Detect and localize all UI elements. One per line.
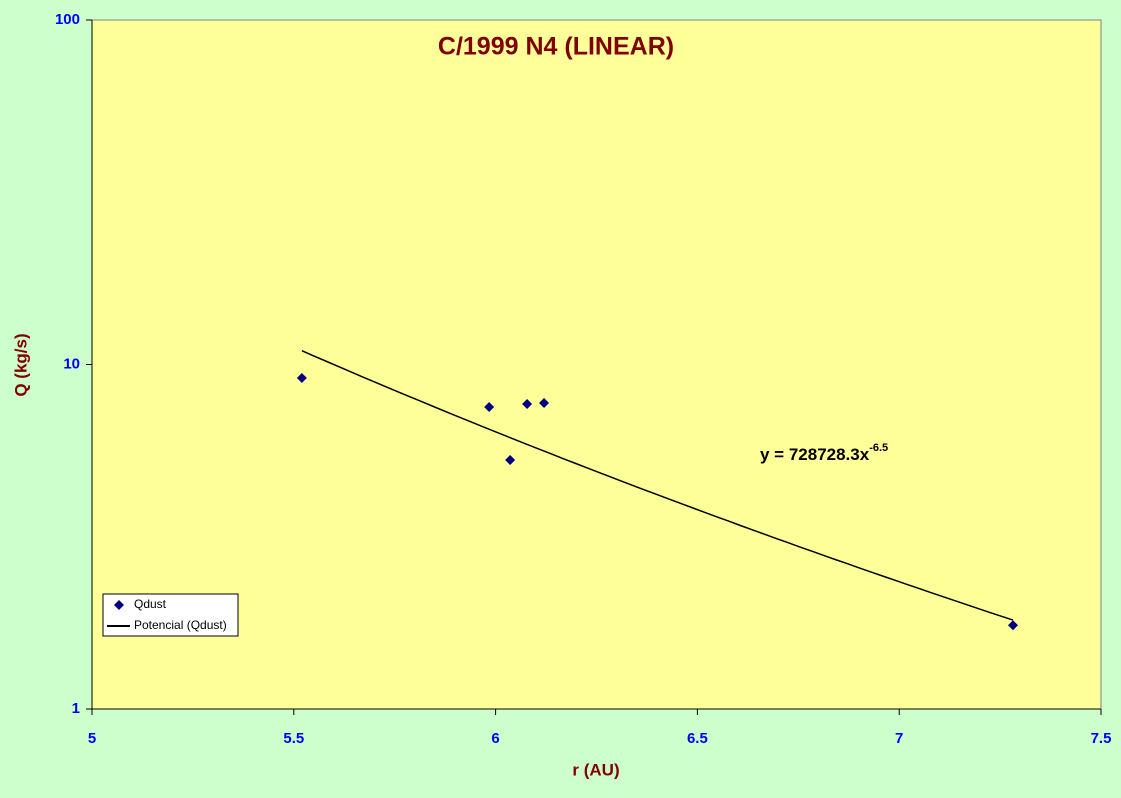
y-tick-label: 100 [55,11,80,28]
x-tick-label: 5.5 [283,730,304,747]
y-tick-label: 1 [72,700,80,717]
data-point [296,372,307,383]
y-tick-label: 10 [63,355,80,372]
legend-label: Qdust [134,597,167,611]
x-tick-label: 6.5 [687,730,708,747]
data-point [484,401,495,412]
data-point [539,398,550,409]
legend: Qdust Potencial (Qdust) [102,593,239,637]
plot-area [91,19,1102,710]
equation-text: y = 728728.3x [760,445,870,464]
equation-exponent: -6.5 [869,442,888,454]
y-axis-label: Q (kg/s) [11,333,30,396]
x-tick-label: 7 [895,730,903,747]
trendline [301,350,1014,621]
data-point [1008,620,1019,631]
x-axis-label: r (AU) [572,760,619,779]
legend-marker [114,600,124,610]
data-point [505,455,516,466]
x-tick-label: 6 [491,730,499,747]
x-tick-label: 5 [88,730,96,747]
trendline-equation: y = 728728.3x-6.5 [760,442,888,465]
legend-box [102,593,239,637]
legend-label: Potencial (Qdust) [134,618,227,632]
chart-title: C/1999 N4 (LINEAR) [438,33,674,61]
data-point [522,398,533,409]
x-tick-label: 7.5 [1091,730,1112,747]
